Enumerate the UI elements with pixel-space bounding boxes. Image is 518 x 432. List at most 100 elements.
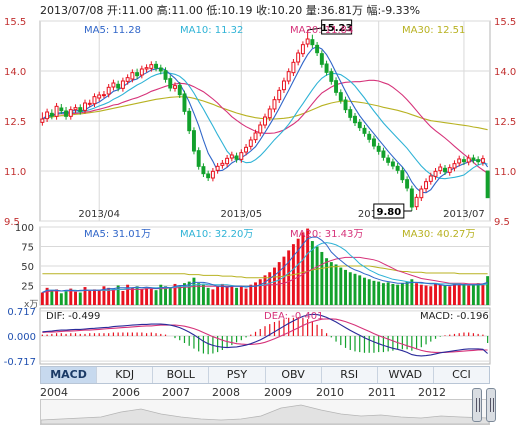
volume-bar (467, 285, 471, 305)
candle-body (291, 61, 296, 74)
tab-boll[interactable]: BOLL (153, 367, 210, 383)
macd-ticks: 0.717 0.000 -0.717 (4, 307, 36, 366)
candle-body (480, 158, 485, 163)
candle-body (353, 115, 357, 124)
volume-bar (377, 281, 381, 305)
volume-bar (320, 251, 324, 305)
candle-body (149, 64, 154, 69)
candle-body (73, 107, 78, 111)
volume-bars (40, 228, 490, 305)
price-legend: MA5: 11.28 MA10: 11.32 MA20: 11.84 MA30:… (84, 25, 465, 36)
tab-wvad[interactable]: WVAD (378, 367, 434, 383)
tab-rsi[interactable]: RSI (322, 367, 378, 383)
volume-tick-label: 100 (15, 223, 34, 234)
year-label: 2007 (162, 386, 190, 399)
candle-body (319, 53, 324, 65)
navigator-right-handle[interactable] (486, 388, 496, 422)
candle-body (125, 77, 130, 82)
vol-legend-ma5: MA5: 31.01万 (84, 229, 151, 240)
price-tick-left: 11.0 (4, 167, 26, 178)
price-tick-right: 15.5 (494, 17, 516, 28)
tab-kdj[interactable]: KDJ (97, 367, 154, 383)
header-close: 10.20 (271, 4, 303, 17)
volume-bar (358, 275, 362, 305)
volume-bar (74, 291, 77, 305)
volume-bar (457, 284, 461, 305)
volume-bar (315, 246, 319, 305)
price-tick-left: 14.0 (4, 67, 26, 78)
header-close-label: 收: (256, 3, 271, 17)
vol-ma30-line (42, 265, 488, 279)
candle-body (457, 158, 462, 164)
volume-bar (282, 256, 286, 305)
navigator-left-handle[interactable] (472, 388, 482, 422)
tab-cci[interactable]: CCI (452, 368, 471, 381)
candle-body (83, 102, 87, 111)
header-change-label: 幅: (367, 4, 382, 17)
candle-body (471, 157, 476, 161)
candle-body (466, 157, 471, 163)
volume-bar (486, 276, 490, 305)
volume-bar (145, 287, 149, 305)
candle-body (409, 188, 414, 208)
volume-bar (263, 275, 267, 305)
candle-body (45, 111, 50, 120)
candle-body (386, 157, 391, 163)
candle-body (239, 152, 244, 160)
volume-bar (206, 287, 210, 305)
price-tick-left: 12.5 (4, 117, 26, 128)
price-tick-left: 9.5 (4, 217, 20, 228)
header-volume-label: 量: (306, 4, 321, 17)
price-tick-right: 9.5 (494, 217, 510, 228)
volume-bar (396, 284, 400, 305)
volume-bar (348, 272, 352, 305)
candle-body (234, 155, 239, 160)
header-high: 11.00 (171, 4, 203, 17)
tab-macd[interactable]: MACD (41, 367, 98, 383)
volume-bar (59, 293, 63, 305)
legend-ma20: MA20: 11.84 (290, 25, 353, 36)
candle-body (263, 116, 267, 126)
volume-unit-label: x万 (24, 300, 38, 310)
candle-body (300, 44, 305, 55)
tab-psy[interactable]: PSY (209, 367, 266, 383)
volume-bar (159, 284, 163, 305)
candle-body (443, 167, 447, 173)
candle-body (281, 80, 286, 91)
candle-body (433, 170, 438, 177)
candle-body (367, 133, 372, 140)
volume-bar (64, 290, 68, 305)
candle-body (305, 38, 310, 45)
candle-body (40, 118, 45, 123)
volume-bar (69, 288, 73, 305)
volume-bar (325, 258, 329, 305)
candle-body (324, 63, 329, 73)
candle-body (272, 99, 277, 110)
volume-bar (429, 286, 433, 305)
candle-body (120, 80, 125, 89)
candle-body (215, 165, 220, 171)
volume-bar (178, 285, 182, 305)
year-label: 2006 (112, 386, 140, 399)
low-marker-box (373, 203, 405, 219)
candle-body (357, 121, 362, 129)
price-tick-right: 12.5 (494, 117, 516, 128)
tab-obv[interactable]: OBV (266, 367, 322, 383)
volume-tick-label: 50 (21, 262, 34, 273)
candle-body (424, 181, 429, 190)
timeline-navigator[interactable] (40, 399, 490, 425)
candle-body (414, 196, 419, 208)
candle-body (258, 124, 263, 134)
volume-legend: MA5: 31.01万 MA10: 32.20万 MA20: 31.43万 MA… (84, 229, 475, 240)
candle-body (182, 93, 187, 112)
volume-bar (453, 283, 456, 305)
year-label: 2004 (40, 386, 68, 399)
price-grid (40, 20, 490, 222)
candle-body (428, 175, 433, 182)
candle-body (419, 188, 424, 199)
candle-body (229, 154, 234, 159)
date-tick-label: 2013/04 (78, 209, 120, 220)
volume-bar (310, 241, 314, 305)
macd-legend: DIF: -0.499 DEA: -0.401 MACD: -0.196 (46, 311, 489, 322)
candle-body (362, 127, 367, 134)
